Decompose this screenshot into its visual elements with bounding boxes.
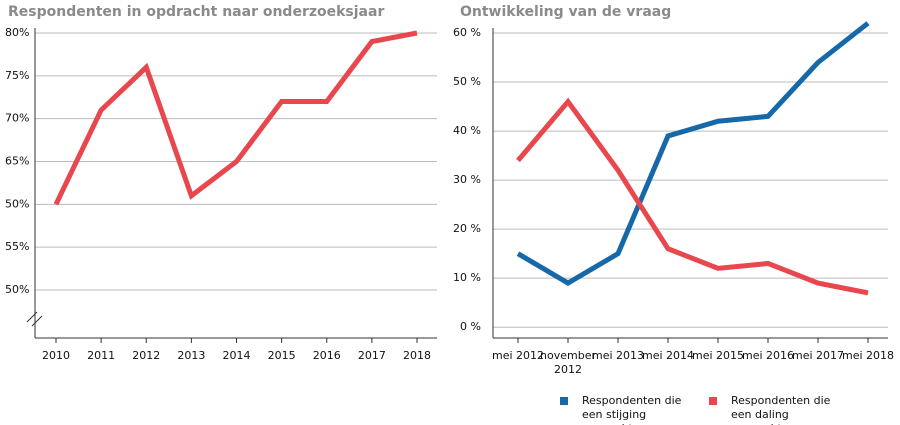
x-tick-label: 2015 (267, 349, 296, 362)
chart-title: Ontwikkeling van de vraag (460, 4, 671, 20)
line (53, 30, 418, 206)
y-tick-label: 75% (5, 69, 29, 82)
x-tick-label: 2014 (222, 349, 251, 362)
x-tick-label: 2011 (87, 349, 116, 362)
x-tick-label: mei 2017 (791, 349, 845, 362)
line (516, 21, 870, 286)
break-mark (31, 315, 43, 327)
y-tick-label: 20 % (453, 222, 481, 235)
y-tick-label: 50% (5, 283, 29, 296)
x-tick-label: mei 2015 (691, 349, 745, 362)
y-tick-label: 50% (5, 197, 29, 210)
x-tick-label: mei 2014 (641, 349, 695, 362)
y-tick-label: 60 % (453, 26, 481, 39)
y-tick-label: 70% (5, 112, 29, 125)
y-tick-label: 80% (5, 26, 29, 39)
x-tick-label: 2010 (42, 349, 70, 362)
x-tick-label: mei 2018 (841, 349, 895, 362)
x-tick-label: 2017 (357, 349, 386, 362)
x-tick-label: november 2012 (540, 349, 596, 376)
y-tick-label: 50 % (453, 75, 481, 88)
x-tick-label: 2018 (403, 349, 431, 362)
y-tick-label: 40 % (453, 124, 481, 137)
x-tick-label: mei 2016 (741, 349, 795, 362)
legend-swatch (560, 397, 568, 405)
x-tick-label: 2013 (177, 349, 206, 362)
y-tick-label: 0 % (460, 320, 481, 333)
line (516, 97, 869, 296)
chart-title: Respondenten in opdracht naar onderzoeks… (8, 4, 384, 20)
x-tick-label: 2016 (312, 349, 341, 362)
x-tick-label: mei 2012 (491, 349, 545, 362)
y-tick-label: 30 % (453, 173, 481, 186)
y-tick-label: 65% (5, 155, 29, 168)
y-tick-label: 10 % (453, 271, 481, 284)
legend-swatch (709, 397, 717, 405)
legend-label: Respondenten die een stijging verwachten (582, 394, 682, 425)
x-tick-label: mei 2013 (591, 349, 645, 362)
y-tick-label: 55% (5, 240, 29, 253)
legend-label: Respondenten die een daling verwachten (731, 394, 831, 425)
x-tick-label: 2012 (132, 349, 161, 362)
